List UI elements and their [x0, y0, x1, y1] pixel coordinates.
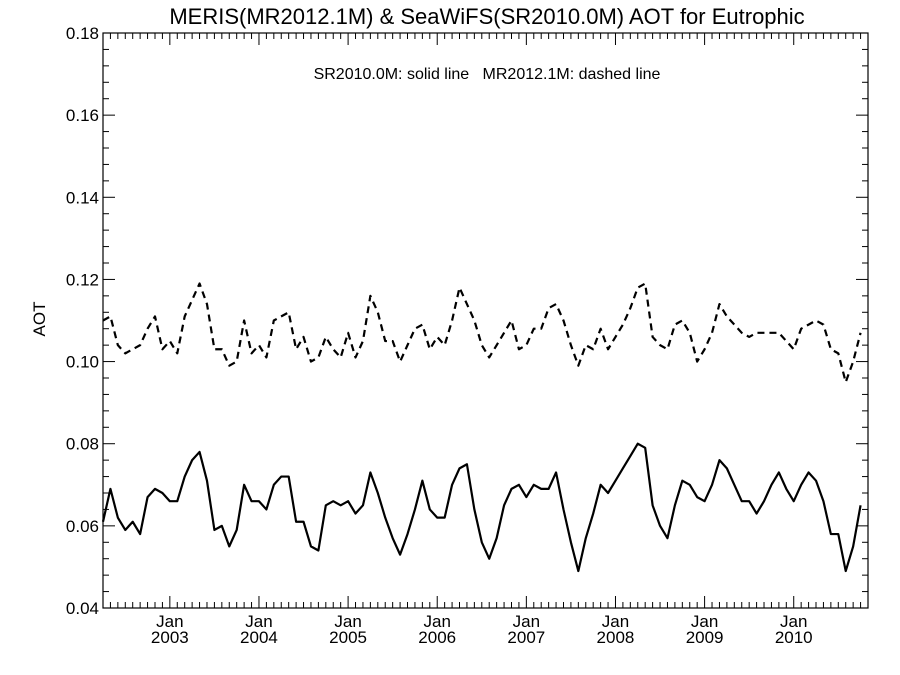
y-axis: 0.04 0.06 0.08 0.10 0.12 0.14 0.16 0.18 — [66, 24, 868, 618]
x-tick-year-label: 2003 — [151, 628, 189, 647]
series-line-mr2012-1m — [102, 282, 862, 384]
y-tick-label: 0.08 — [66, 435, 99, 454]
x-tick-month-label: Jan — [424, 612, 451, 631]
x-tick-year-label: 2009 — [686, 628, 724, 647]
series-line-sr2010-0m — [101, 442, 862, 573]
series-layer — [101, 282, 862, 573]
line-style-legend: SR2010.0M: solid line MR2012.1M: dashed … — [314, 66, 661, 83]
x-tick-month-label: Jan — [513, 612, 540, 631]
x-tick-year-label: 2010 — [775, 628, 813, 647]
chart-title: MERIS(MR2012.1M) & SeaWiFS(SR2010.0M) AO… — [169, 4, 804, 29]
y-tick-label: 0.14 — [66, 188, 99, 207]
y-axis-label: AOT — [30, 302, 49, 337]
x-tick-month-label: Jan — [602, 612, 629, 631]
x-tick-year-label: 2005 — [329, 628, 367, 647]
x-tick-month-label: Jan — [156, 612, 183, 631]
y-tick-label: 0.10 — [66, 353, 99, 372]
x-tick-month-label: Jan — [245, 612, 272, 631]
x-tick-year-label: 2004 — [240, 628, 278, 647]
x-tick-year-label: 2007 — [507, 628, 545, 647]
y-tick-label: 0.16 — [66, 106, 99, 125]
y-tick-label: 0.04 — [66, 599, 99, 618]
x-tick-month-label: Jan — [334, 612, 361, 631]
x-axis: Jan2003Jan2004Jan2005Jan2006Jan2007Jan20… — [102, 33, 869, 647]
x-tick-month-label: Jan — [691, 612, 718, 631]
y-tick-label: 0.12 — [66, 270, 99, 289]
plot-frame — [102, 32, 869, 609]
x-tick-year-label: 2008 — [597, 628, 635, 647]
y-tick-label: 0.18 — [66, 24, 99, 43]
x-tick-year-label: 2006 — [418, 628, 456, 647]
plot-border — [102, 32, 869, 609]
x-tick-month-label: Jan — [780, 612, 807, 631]
y-tick-label: 0.06 — [66, 517, 99, 536]
